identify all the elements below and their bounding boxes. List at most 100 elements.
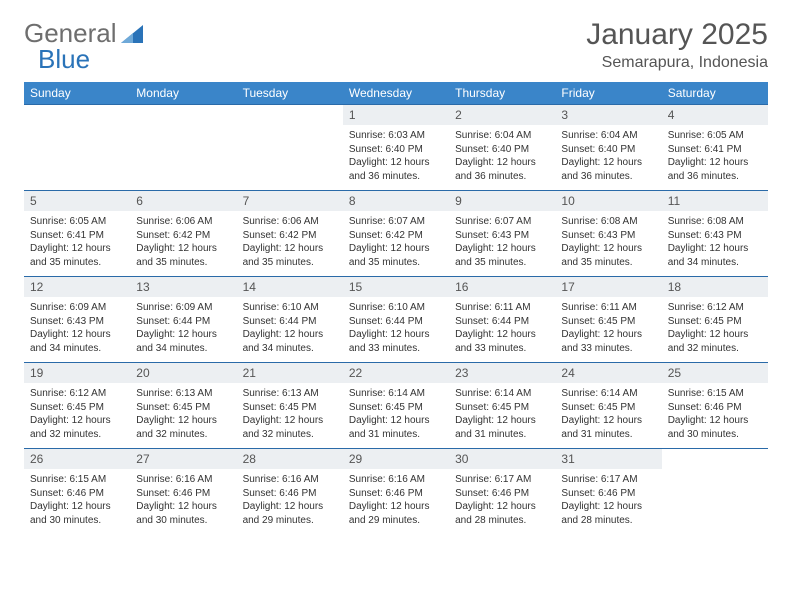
day-number: 13 bbox=[130, 277, 236, 297]
calendar-day-cell bbox=[24, 105, 130, 191]
day-detail: Sunrise: 6:16 AMSunset: 6:46 PMDaylight:… bbox=[130, 469, 236, 531]
day-number: 14 bbox=[237, 277, 343, 297]
day-number: 21 bbox=[237, 363, 343, 383]
day-number: 1 bbox=[343, 105, 449, 125]
calendar-day-cell: 22Sunrise: 6:14 AMSunset: 6:45 PMDayligh… bbox=[343, 363, 449, 449]
day-detail: Sunrise: 6:10 AMSunset: 6:44 PMDaylight:… bbox=[343, 297, 449, 359]
day-number: 9 bbox=[449, 191, 555, 211]
logo-sail-icon bbox=[119, 23, 145, 45]
calendar-day-cell: 1Sunrise: 6:03 AMSunset: 6:40 PMDaylight… bbox=[343, 105, 449, 191]
day-detail: Sunrise: 6:06 AMSunset: 6:42 PMDaylight:… bbox=[130, 211, 236, 273]
calendar-day-cell: 9Sunrise: 6:07 AMSunset: 6:43 PMDaylight… bbox=[449, 191, 555, 277]
calendar-day-cell: 16Sunrise: 6:11 AMSunset: 6:44 PMDayligh… bbox=[449, 277, 555, 363]
day-detail: Sunrise: 6:05 AMSunset: 6:41 PMDaylight:… bbox=[662, 125, 768, 187]
calendar-day-cell: 28Sunrise: 6:16 AMSunset: 6:46 PMDayligh… bbox=[237, 449, 343, 532]
day-number: 16 bbox=[449, 277, 555, 297]
day-number: 3 bbox=[555, 105, 661, 125]
day-number: 6 bbox=[130, 191, 236, 211]
day-detail: Sunrise: 6:14 AMSunset: 6:45 PMDaylight:… bbox=[555, 383, 661, 445]
day-number: 15 bbox=[343, 277, 449, 297]
day-number: 8 bbox=[343, 191, 449, 211]
title-block: January 2025 Semarapura, Indonesia bbox=[586, 18, 768, 72]
day-detail: Sunrise: 6:17 AMSunset: 6:46 PMDaylight:… bbox=[555, 469, 661, 531]
day-number: 25 bbox=[662, 363, 768, 383]
weekday-header: Sunday bbox=[24, 82, 130, 105]
weekday-header: Tuesday bbox=[237, 82, 343, 105]
day-detail: Sunrise: 6:10 AMSunset: 6:44 PMDaylight:… bbox=[237, 297, 343, 359]
calendar-day-cell: 4Sunrise: 6:05 AMSunset: 6:41 PMDaylight… bbox=[662, 105, 768, 191]
day-number: 18 bbox=[662, 277, 768, 297]
day-number: 20 bbox=[130, 363, 236, 383]
day-detail: Sunrise: 6:15 AMSunset: 6:46 PMDaylight:… bbox=[24, 469, 130, 531]
calendar-day-cell bbox=[662, 449, 768, 532]
calendar-day-cell: 17Sunrise: 6:11 AMSunset: 6:45 PMDayligh… bbox=[555, 277, 661, 363]
calendar-table: Sunday Monday Tuesday Wednesday Thursday… bbox=[24, 82, 768, 531]
day-detail: Sunrise: 6:16 AMSunset: 6:46 PMDaylight:… bbox=[343, 469, 449, 531]
day-number: 19 bbox=[24, 363, 130, 383]
calendar-day-cell: 27Sunrise: 6:16 AMSunset: 6:46 PMDayligh… bbox=[130, 449, 236, 532]
weekday-header: Thursday bbox=[449, 82, 555, 105]
day-number: 11 bbox=[662, 191, 768, 211]
calendar-day-cell: 5Sunrise: 6:05 AMSunset: 6:41 PMDaylight… bbox=[24, 191, 130, 277]
calendar-day-cell: 21Sunrise: 6:13 AMSunset: 6:45 PMDayligh… bbox=[237, 363, 343, 449]
day-number: 29 bbox=[343, 449, 449, 469]
calendar-day-cell: 3Sunrise: 6:04 AMSunset: 6:40 PMDaylight… bbox=[555, 105, 661, 191]
day-number: 30 bbox=[449, 449, 555, 469]
day-detail: Sunrise: 6:13 AMSunset: 6:45 PMDaylight:… bbox=[237, 383, 343, 445]
logo-part2: Blue bbox=[38, 44, 90, 75]
day-detail: Sunrise: 6:15 AMSunset: 6:46 PMDaylight:… bbox=[662, 383, 768, 445]
calendar-day-cell: 23Sunrise: 6:14 AMSunset: 6:45 PMDayligh… bbox=[449, 363, 555, 449]
day-detail: Sunrise: 6:04 AMSunset: 6:40 PMDaylight:… bbox=[449, 125, 555, 187]
day-number: 17 bbox=[555, 277, 661, 297]
day-number: 7 bbox=[237, 191, 343, 211]
calendar-day-cell: 12Sunrise: 6:09 AMSunset: 6:43 PMDayligh… bbox=[24, 277, 130, 363]
header: General January 2025 Semarapura, Indones… bbox=[24, 18, 768, 72]
calendar-day-cell: 6Sunrise: 6:06 AMSunset: 6:42 PMDaylight… bbox=[130, 191, 236, 277]
day-detail: Sunrise: 6:09 AMSunset: 6:43 PMDaylight:… bbox=[24, 297, 130, 359]
day-number: 31 bbox=[555, 449, 661, 469]
day-number: 26 bbox=[24, 449, 130, 469]
calendar-day-cell: 30Sunrise: 6:17 AMSunset: 6:46 PMDayligh… bbox=[449, 449, 555, 532]
day-detail: Sunrise: 6:12 AMSunset: 6:45 PMDaylight:… bbox=[662, 297, 768, 359]
calendar-day-cell: 2Sunrise: 6:04 AMSunset: 6:40 PMDaylight… bbox=[449, 105, 555, 191]
month-title: January 2025 bbox=[586, 18, 768, 52]
calendar-week-row: 5Sunrise: 6:05 AMSunset: 6:41 PMDaylight… bbox=[24, 191, 768, 277]
day-detail: Sunrise: 6:05 AMSunset: 6:41 PMDaylight:… bbox=[24, 211, 130, 273]
calendar-day-cell: 26Sunrise: 6:15 AMSunset: 6:46 PMDayligh… bbox=[24, 449, 130, 532]
day-detail: Sunrise: 6:09 AMSunset: 6:44 PMDaylight:… bbox=[130, 297, 236, 359]
day-number: 23 bbox=[449, 363, 555, 383]
calendar-day-cell: 14Sunrise: 6:10 AMSunset: 6:44 PMDayligh… bbox=[237, 277, 343, 363]
calendar-day-cell: 29Sunrise: 6:16 AMSunset: 6:46 PMDayligh… bbox=[343, 449, 449, 532]
day-number: 24 bbox=[555, 363, 661, 383]
location: Semarapura, Indonesia bbox=[586, 54, 768, 72]
day-number: 12 bbox=[24, 277, 130, 297]
day-detail: Sunrise: 6:08 AMSunset: 6:43 PMDaylight:… bbox=[555, 211, 661, 273]
weekday-header: Wednesday bbox=[343, 82, 449, 105]
day-number: 4 bbox=[662, 105, 768, 125]
day-detail: Sunrise: 6:07 AMSunset: 6:43 PMDaylight:… bbox=[449, 211, 555, 273]
calendar-week-row: 1Sunrise: 6:03 AMSunset: 6:40 PMDaylight… bbox=[24, 105, 768, 191]
day-detail: Sunrise: 6:04 AMSunset: 6:40 PMDaylight:… bbox=[555, 125, 661, 187]
weekday-header: Friday bbox=[555, 82, 661, 105]
weekday-header: Saturday bbox=[662, 82, 768, 105]
day-number: 28 bbox=[237, 449, 343, 469]
calendar-day-cell: 11Sunrise: 6:08 AMSunset: 6:43 PMDayligh… bbox=[662, 191, 768, 277]
day-number: 5 bbox=[24, 191, 130, 211]
day-detail: Sunrise: 6:16 AMSunset: 6:46 PMDaylight:… bbox=[237, 469, 343, 531]
day-number: 2 bbox=[449, 105, 555, 125]
day-detail: Sunrise: 6:14 AMSunset: 6:45 PMDaylight:… bbox=[449, 383, 555, 445]
calendar-day-cell: 13Sunrise: 6:09 AMSunset: 6:44 PMDayligh… bbox=[130, 277, 236, 363]
calendar-day-cell: 8Sunrise: 6:07 AMSunset: 6:42 PMDaylight… bbox=[343, 191, 449, 277]
calendar-week-row: 19Sunrise: 6:12 AMSunset: 6:45 PMDayligh… bbox=[24, 363, 768, 449]
weekday-header: Monday bbox=[130, 82, 236, 105]
calendar-week-row: 12Sunrise: 6:09 AMSunset: 6:43 PMDayligh… bbox=[24, 277, 768, 363]
day-detail: Sunrise: 6:13 AMSunset: 6:45 PMDaylight:… bbox=[130, 383, 236, 445]
weekday-header-row: Sunday Monday Tuesday Wednesday Thursday… bbox=[24, 82, 768, 105]
calendar-day-cell: 10Sunrise: 6:08 AMSunset: 6:43 PMDayligh… bbox=[555, 191, 661, 277]
day-number: 10 bbox=[555, 191, 661, 211]
day-number: 22 bbox=[343, 363, 449, 383]
calendar-day-cell: 31Sunrise: 6:17 AMSunset: 6:46 PMDayligh… bbox=[555, 449, 661, 532]
calendar-day-cell: 24Sunrise: 6:14 AMSunset: 6:45 PMDayligh… bbox=[555, 363, 661, 449]
calendar-day-cell: 7Sunrise: 6:06 AMSunset: 6:42 PMDaylight… bbox=[237, 191, 343, 277]
day-detail: Sunrise: 6:12 AMSunset: 6:45 PMDaylight:… bbox=[24, 383, 130, 445]
